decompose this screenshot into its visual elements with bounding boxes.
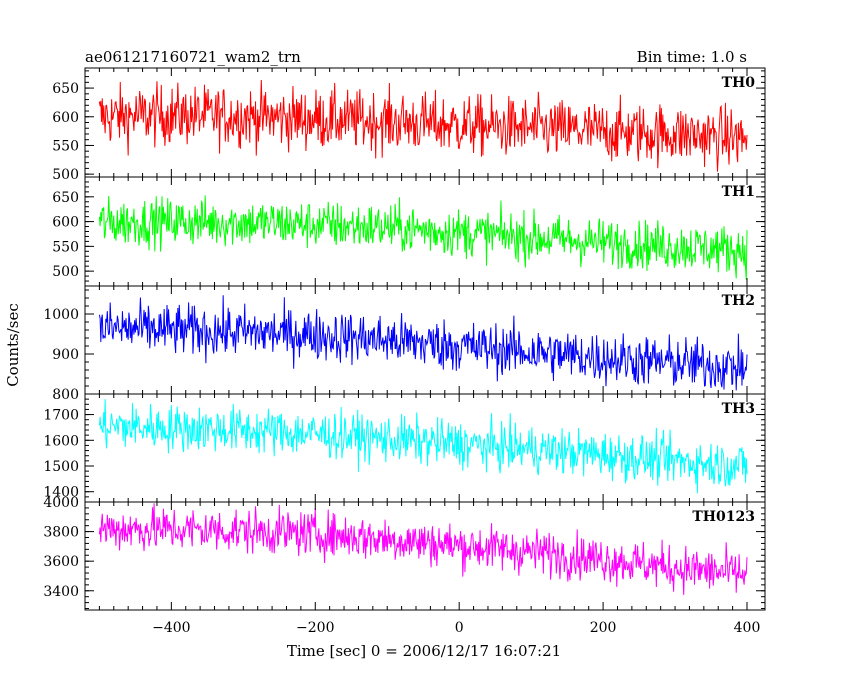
panel-th1: 500 550 600 650 TH1 [52,176,766,287]
panels: 500 550 600 650 TH0 500 550 600 650 TH1 800 900 1000… [43,67,766,611]
y-tick-label: 650 [52,190,79,206]
plot-title: ae061217160721_wam2_trn [85,48,301,66]
series-line-th2 [98,295,748,391]
y-tick-label: 1400 [43,485,79,501]
panel-frame [84,501,766,611]
y-tick-label: 500 [52,167,79,183]
y-tick-label: 3400 [43,584,79,600]
x-axis: −400 −200 0 200 400 [152,620,760,636]
panel-label-th1: TH1 [722,184,755,200]
x-tick-label: 200 [590,620,617,636]
y-tick-label: 1000 [43,307,79,323]
x-tick-label: 0 [455,620,464,636]
panel-th0: 500 550 600 650 TH0 [52,67,766,183]
y-tick-label: 900 [52,347,79,363]
series-line-th1 [98,195,748,280]
panel-label-th0123: TH0123 [692,509,755,525]
panel-th0123: 3400 3600 3800 4000 TH0123 [43,495,766,611]
panel-label-th2: TH2 [722,293,755,309]
y-tick-label: 1700 [43,408,79,424]
panel-th3: 1400 1500 1600 1700 TH3 [43,393,766,503]
y-tick-label: 1500 [43,459,79,475]
y-tick-label: 3800 [43,525,79,541]
panel-th2: 800 900 1000 TH2 [43,285,766,403]
series-line-th0123 [98,503,748,595]
y-tick-label: 650 [52,81,79,97]
y-axis-label: Counts/sec [4,303,22,387]
bin-time-label: Bin time: 1.0 s [637,48,747,66]
y-tick-label: 500 [52,264,79,280]
x-tick-label: 400 [734,620,761,636]
y-tick-label: 3600 [43,554,79,570]
y-tick-label: 600 [52,215,79,231]
x-tick-label: −200 [296,620,334,636]
panel-label-th0: TH0 [722,75,756,91]
y-tick-label: 4000 [43,495,79,511]
y-tick-label: 800 [52,387,79,403]
panel-label-th3: TH3 [722,401,755,417]
y-tick-label: 550 [52,138,79,154]
y-tick-label: 550 [52,239,79,255]
y-tick-label: 600 [52,110,79,126]
series-line-th0 [98,80,748,172]
x-axis-label: Time [sec] 0 = 2006/12/17 16:07:21 [287,642,561,660]
panel-frame [84,393,766,503]
y-tick-label: 1600 [43,433,79,449]
series-line-th3 [98,399,748,494]
x-tick-label: −400 [152,620,190,636]
